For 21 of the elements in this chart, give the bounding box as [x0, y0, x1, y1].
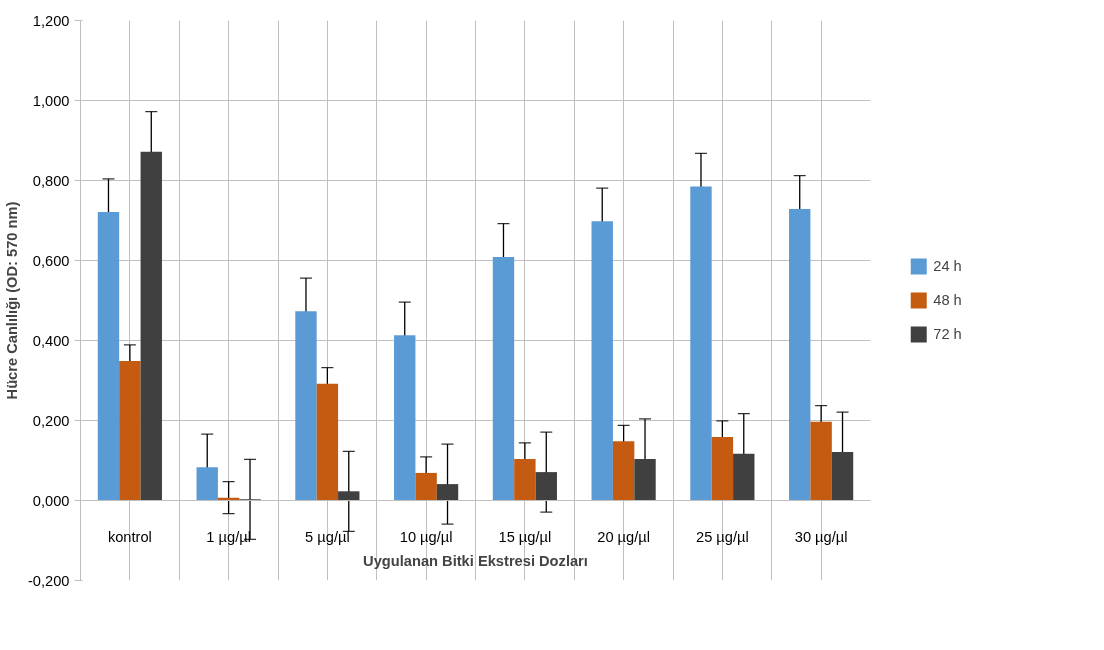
x-tick-label: 15 µg/µl	[498, 528, 552, 545]
legend-label: 72 h	[933, 326, 962, 342]
x-tick-label: 1 µg/µl	[206, 528, 251, 545]
y-tick-label: 0,200	[32, 412, 70, 429]
x-tick-label: 10 µg/µl	[399, 528, 453, 545]
x-tick-label: 25 µg/µl	[696, 528, 749, 545]
y-tick-label: 1,000	[32, 92, 70, 109]
y-tick-label: 1,200	[32, 12, 70, 29]
y-tick-label: 0,400	[32, 332, 70, 349]
y-tick-label: 0,000	[32, 492, 70, 509]
x-tick-label: 5 µg/µl	[305, 528, 350, 545]
x-tick-label: 20 µg/µl	[597, 528, 650, 545]
x-tick-label: kontrol	[107, 528, 152, 545]
y-tick-label: 0,800	[32, 172, 70, 189]
y-axis-title: Hücre Canlılığı (OD: 570 nm)	[3, 201, 20, 400]
legend-label: 24 h	[933, 258, 962, 274]
y-tick-label: 0,600	[32, 252, 70, 269]
x-axis-title: Uygulanan Bitki Ekstresi Dozları	[363, 552, 588, 569]
x-tick-label: 30 µg/µl	[794, 528, 848, 545]
legend-label: 48 h	[933, 292, 962, 308]
y-tick-label: -0,200	[27, 572, 70, 589]
